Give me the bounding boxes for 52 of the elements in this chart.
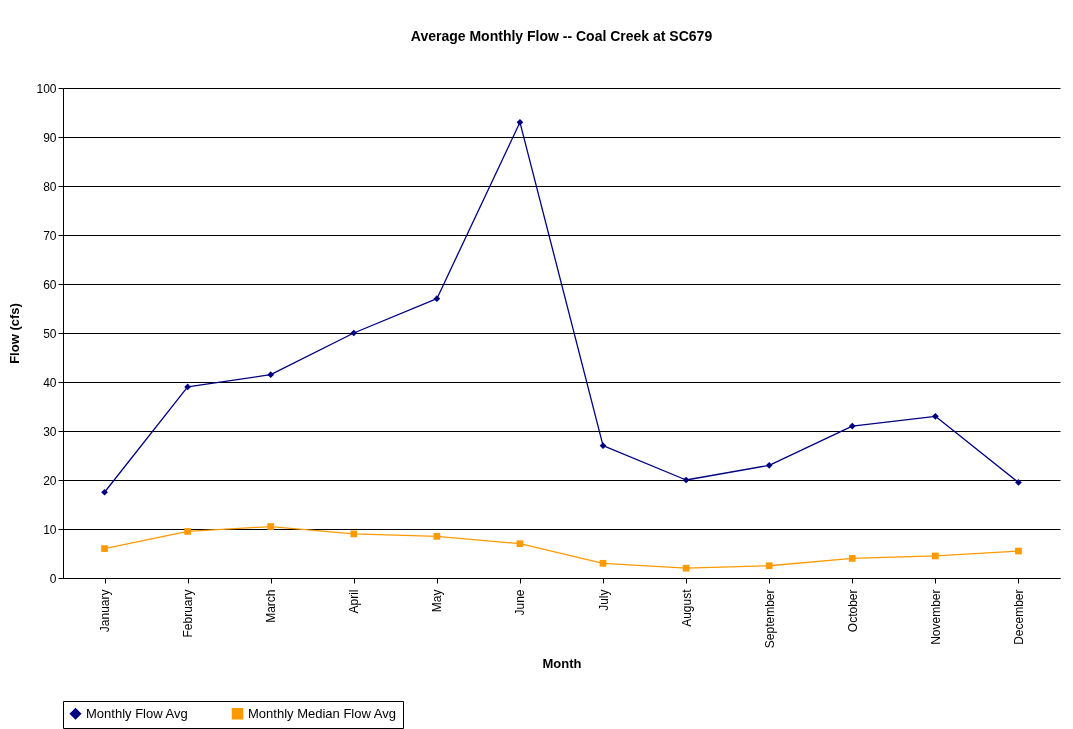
y-tick-label: 90 bbox=[43, 130, 57, 145]
x-axis-title: Month bbox=[542, 656, 582, 672]
legend-label: Monthly Flow Avg bbox=[86, 705, 188, 721]
point bbox=[1015, 547, 1022, 555]
x-tick-label: September bbox=[762, 589, 777, 649]
x-tick-label: March bbox=[264, 589, 279, 623]
point bbox=[184, 383, 191, 391]
point bbox=[350, 329, 358, 337]
x-tick-label: April bbox=[347, 589, 362, 614]
x-tick-label: January bbox=[98, 589, 113, 633]
point bbox=[433, 533, 441, 540]
point bbox=[1015, 479, 1022, 486]
point bbox=[267, 371, 275, 378]
point bbox=[682, 564, 690, 572]
x-tick-label: July bbox=[596, 589, 611, 611]
legend-label: Monthly Median Flow Avg bbox=[248, 705, 396, 721]
y-tick-label: 80 bbox=[43, 179, 57, 194]
x-tick-label: October bbox=[845, 589, 860, 633]
point bbox=[101, 488, 108, 496]
point bbox=[350, 530, 358, 538]
point bbox=[932, 552, 939, 560]
x-tick-label: December bbox=[1011, 589, 1026, 645]
point bbox=[184, 528, 191, 535]
point bbox=[267, 523, 275, 530]
y-tick-label: 30 bbox=[43, 424, 57, 439]
point bbox=[765, 461, 773, 469]
y-tick-label: 60 bbox=[43, 277, 57, 292]
y-tick-label: 20 bbox=[43, 473, 57, 488]
point bbox=[599, 442, 607, 450]
point bbox=[516, 118, 524, 126]
y-axis-title: Flow (cfs) bbox=[7, 303, 23, 364]
x-tick-label: February bbox=[181, 589, 196, 638]
x-tick-label: May bbox=[430, 589, 445, 613]
y-tick-label: 100 bbox=[36, 81, 57, 96]
y-tick-label: 50 bbox=[43, 326, 57, 341]
point bbox=[848, 422, 856, 430]
point bbox=[433, 295, 441, 303]
point bbox=[101, 545, 108, 552]
point bbox=[932, 412, 939, 420]
x-tick-label: August bbox=[679, 588, 694, 627]
x-tick-label: November bbox=[928, 589, 943, 645]
y-tick-label: 0 bbox=[49, 571, 57, 586]
y-tick-label: 10 bbox=[43, 522, 57, 537]
point bbox=[765, 562, 773, 570]
y-tick-label: 70 bbox=[43, 228, 57, 243]
x-tick-label: June bbox=[513, 589, 528, 616]
point bbox=[682, 476, 690, 484]
point bbox=[516, 540, 524, 548]
chart-title: Average Monthly Flow -- Coal Creek at SC679 bbox=[410, 28, 713, 44]
point bbox=[599, 559, 607, 567]
y-tick-label: 40 bbox=[43, 375, 57, 390]
point bbox=[848, 555, 856, 562]
